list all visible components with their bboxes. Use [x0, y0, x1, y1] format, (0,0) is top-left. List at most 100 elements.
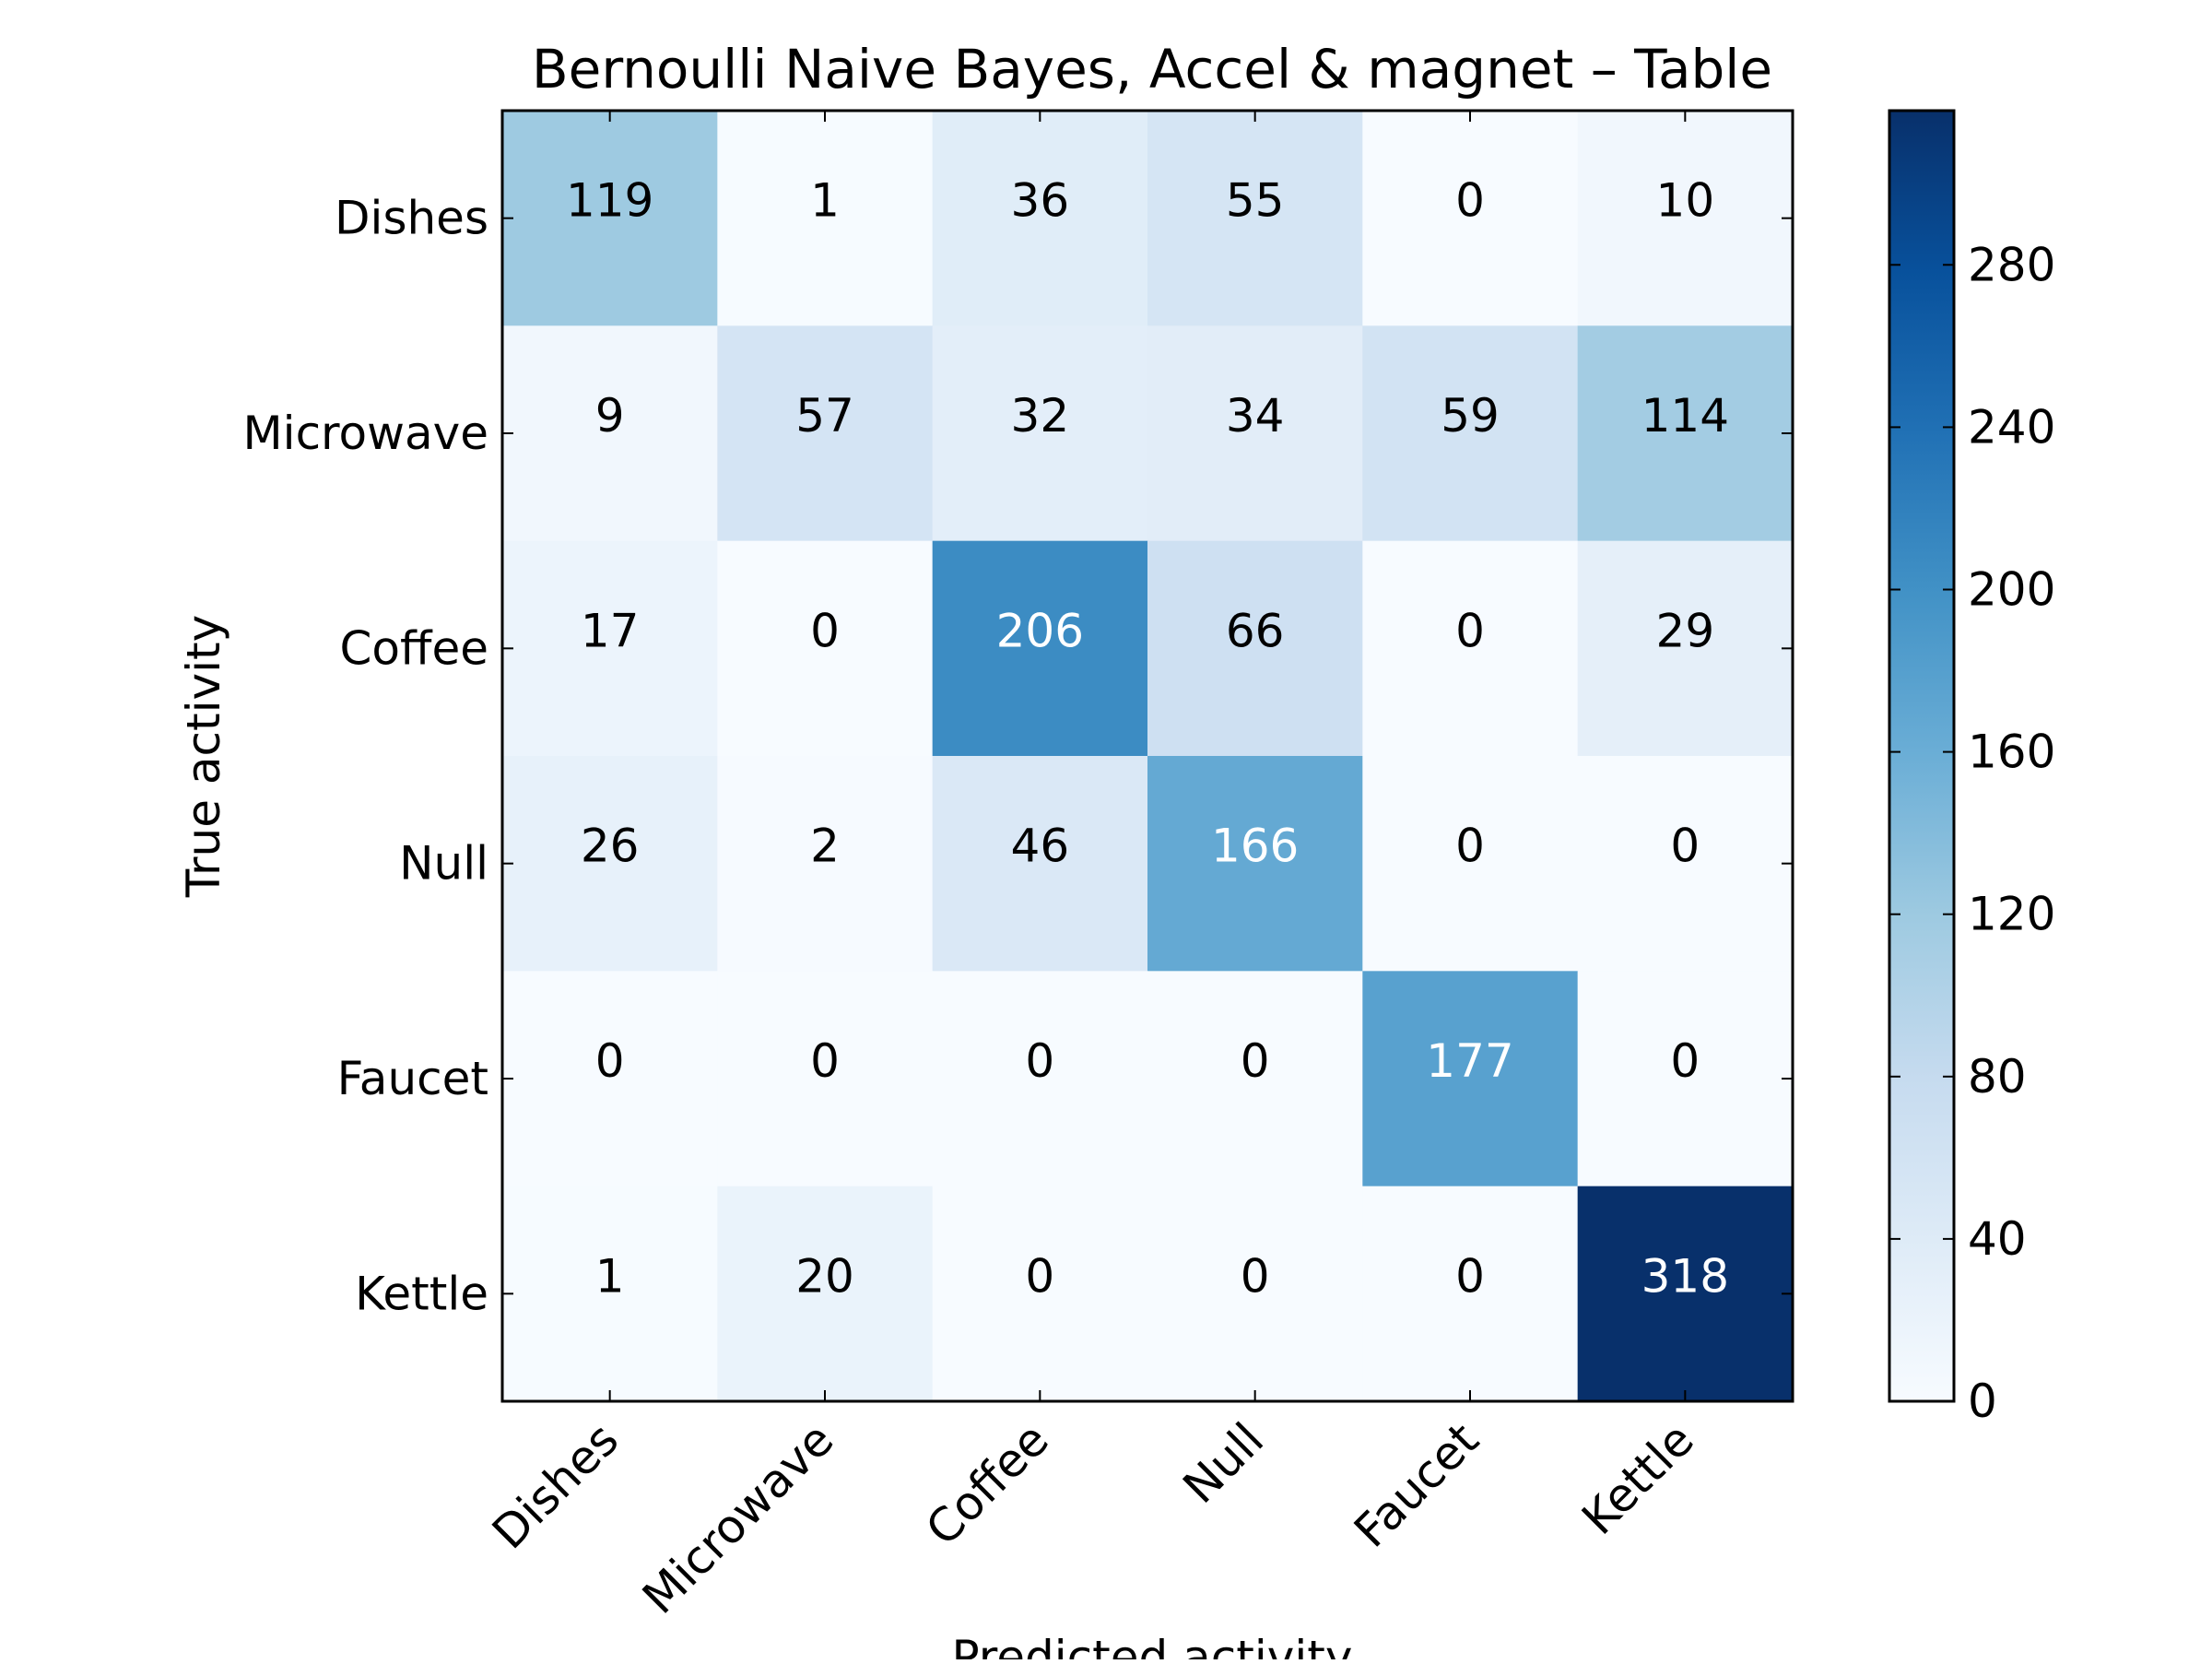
x-tick-label: Coffee — [916, 1412, 1059, 1555]
cell-value-label: 29 — [1656, 604, 1715, 657]
heatmap-cell — [932, 971, 1148, 1187]
cell-value-label: 57 — [795, 389, 854, 443]
heatmap-cell — [502, 325, 718, 542]
cell-value-label: 0 — [1670, 1034, 1700, 1088]
colorbar-tick-label: 240 — [1968, 400, 2055, 454]
cell-value-label: 0 — [595, 1034, 625, 1088]
heatmap-cell — [717, 1186, 934, 1402]
heatmap-cell — [502, 540, 718, 757]
cell-value-label: 17 — [581, 604, 640, 657]
cell-value-label: 0 — [1455, 1249, 1485, 1303]
x-tick-label: Dishes — [482, 1412, 629, 1559]
heatmap-cell — [502, 756, 718, 972]
cell-value-label: 66 — [1226, 604, 1285, 657]
colorbar-tick-label: 200 — [1968, 562, 2055, 616]
cell-value-label: 1 — [810, 174, 840, 228]
x-tick-label: Kettle — [1571, 1412, 1703, 1544]
cell-value-label: 0 — [810, 1034, 840, 1088]
y-tick-label: Kettle — [355, 1267, 488, 1320]
cell-value-label: 0 — [1670, 820, 1700, 873]
colorbar-tick-label: 80 — [1968, 1050, 2027, 1103]
heatmap-cells — [502, 111, 1794, 1402]
colorbar-tick-label: 40 — [1968, 1212, 2027, 1266]
colorbar-tick-label: 280 — [1968, 238, 2055, 291]
cell-value-label: 46 — [1011, 820, 1070, 873]
cell-value-label: 177 — [1426, 1034, 1513, 1088]
y-tick-label: Microwave — [243, 407, 488, 460]
heatmap-cell — [932, 1186, 1148, 1402]
y-tick-label: Faucet — [337, 1052, 488, 1105]
heatmap-cell — [1577, 756, 1794, 972]
heatmap-cell — [1147, 971, 1363, 1187]
y-axis-label: True activity — [177, 615, 230, 898]
heatmap-cell — [1362, 325, 1579, 542]
heatmap-cell — [1147, 111, 1363, 326]
cell-value-label: 32 — [1011, 389, 1070, 443]
heatmap-cell — [717, 971, 934, 1187]
x-tick-label: Microwave — [632, 1412, 843, 1623]
y-tick-label: Dishes — [335, 192, 488, 245]
heatmap-cell — [1577, 971, 1794, 1187]
heatmap-cell — [717, 756, 934, 972]
colorbar-tick-label: 160 — [1968, 726, 2055, 779]
heatmap-cell — [1362, 540, 1579, 757]
heatmap-cell — [932, 756, 1148, 972]
colorbar-ticks: 0 40 80 120 160 200 240 280 — [1889, 238, 2055, 1428]
cell-value-label: 0 — [1455, 174, 1485, 228]
heatmap-cell — [502, 111, 718, 326]
plot-frame — [500, 109, 1794, 1403]
heatmap-cell — [932, 540, 1148, 757]
heatmap-cell — [1577, 111, 1794, 326]
heatmap-cell — [932, 325, 1148, 542]
y-tick-label: Coffee — [340, 621, 488, 675]
cell-value-label: 119 — [566, 174, 653, 228]
cell-value-label: 0 — [1455, 604, 1485, 657]
heatmap-cell — [1577, 1186, 1794, 1402]
cell-value-label: 0 — [1241, 1249, 1270, 1303]
heatmap-cell — [717, 111, 934, 326]
heatmap-cell — [717, 325, 934, 542]
heatmap-cell — [932, 111, 1148, 326]
cell-value-label: 1 — [595, 1249, 625, 1303]
colorbar-gradient — [1889, 111, 1954, 1401]
colorbar-frame — [1888, 109, 1956, 1403]
heatmap-cell — [1362, 1186, 1579, 1402]
cell-value-label: 166 — [1211, 820, 1299, 873]
heatmap-cell — [1147, 1186, 1363, 1402]
heatmap-cell — [502, 971, 718, 1187]
heatmap-cell — [1362, 111, 1579, 326]
cell-value-label: 34 — [1226, 389, 1285, 443]
colorbar-tick-label: 120 — [1968, 888, 2055, 941]
cell-value-label: 206 — [996, 604, 1084, 657]
y-tick-labels: Dishes Microwave Coffee Null Faucet Kettle — [243, 192, 488, 1321]
heatmap-cell — [1577, 325, 1794, 542]
cell-value-label: 0 — [1455, 820, 1485, 873]
cell-value-label: 0 — [810, 604, 840, 657]
cell-value-label: 0 — [1025, 1034, 1054, 1088]
heatmap-cell — [1362, 971, 1579, 1187]
x-tick-label: Null — [1173, 1412, 1275, 1514]
cell-value-label: 20 — [795, 1249, 854, 1303]
cell-value-label: 2 — [810, 820, 840, 873]
x-axis-label: Predicted activity — [952, 1631, 1353, 1659]
heatmap-cell — [1147, 540, 1363, 757]
axis-ticks — [502, 111, 1793, 1401]
cell-value-label: 114 — [1641, 389, 1729, 443]
heatmap-cell — [502, 1186, 718, 1402]
cell-value-label: 0 — [1025, 1249, 1054, 1303]
heatmap-cell — [1147, 325, 1363, 542]
chart-title: Bernoulli Naive Bayes, Accel & magnet – … — [532, 38, 1772, 100]
cell-value-label: 59 — [1441, 389, 1500, 443]
heatmap-cell — [717, 540, 934, 757]
cell-value-label: 0 — [1241, 1034, 1270, 1088]
cell-value-label: 318 — [1641, 1249, 1729, 1303]
cell-value-label: 26 — [581, 820, 640, 873]
cell-value-label: 9 — [595, 389, 625, 443]
y-tick-label: Null — [399, 837, 488, 891]
cell-value-label: 55 — [1226, 174, 1285, 228]
heatmap-cell — [1577, 540, 1794, 757]
x-tick-label: Faucet — [1344, 1412, 1488, 1557]
